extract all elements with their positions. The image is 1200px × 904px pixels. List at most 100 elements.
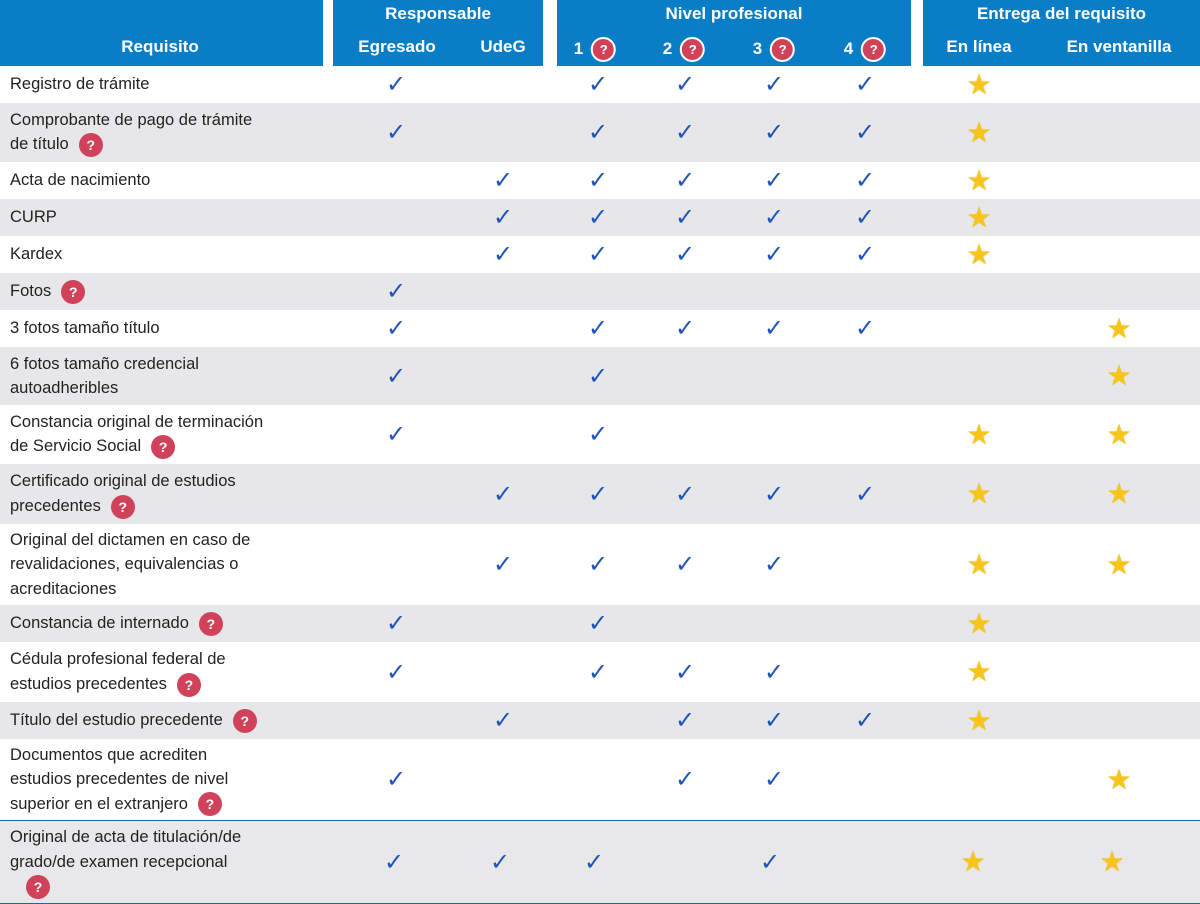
cell-en-ventanilla: ★ bbox=[1099, 524, 1139, 605]
check-icon: ✓ bbox=[385, 315, 407, 342]
cell-n2: ✓ bbox=[665, 524, 705, 605]
help-icon[interactable]: ? bbox=[61, 279, 86, 304]
star-icon: ★ bbox=[960, 846, 986, 877]
cell-n1: ✓ bbox=[578, 103, 618, 162]
requirement-label: Documentos que acrediten estudios precede… bbox=[10, 739, 330, 820]
cell-n4: ✓ bbox=[845, 162, 885, 199]
help-icon[interactable]: ? bbox=[232, 708, 257, 733]
check-icon: ✓ bbox=[492, 551, 514, 578]
help-icon[interactable]: ? bbox=[176, 672, 201, 697]
column-requisito: Requisito bbox=[121, 37, 199, 56]
table-row: Constancia de internado? ✓ ✓ ★ bbox=[0, 605, 1200, 642]
requirement-line: Título del estudio precedente? bbox=[10, 708, 257, 733]
cell-en-linea: ★ bbox=[959, 199, 999, 236]
requirement-line: superior en el extranjero? bbox=[10, 792, 228, 817]
table-row: 6 fotos tamaño credencial autoadheribles ✓… bbox=[0, 347, 1200, 405]
table-row: Documentos que acrediten estudios precede… bbox=[0, 739, 1200, 820]
cell-udeg: ✓ bbox=[483, 464, 523, 524]
cell-n3: ✓ bbox=[754, 66, 794, 103]
requirement-line: de Servicio Social? bbox=[10, 434, 263, 460]
requirement-line: Acta de nacimiento bbox=[10, 171, 151, 190]
cell-en-ventanilla: ★ bbox=[1099, 405, 1139, 464]
cell-udeg: ✓ bbox=[483, 162, 523, 199]
cell-n2: ✓ bbox=[665, 310, 705, 347]
cell-en-ventanilla: ★ bbox=[1099, 464, 1139, 524]
star-icon: ★ bbox=[966, 238, 992, 270]
cell-n4: ✓ bbox=[845, 199, 885, 236]
check-icon: ✓ bbox=[383, 848, 405, 876]
requirement-label: 6 fotos tamaño credencial autoadheribles bbox=[10, 347, 330, 405]
check-icon: ✓ bbox=[385, 658, 407, 686]
check-icon: ✓ bbox=[674, 204, 696, 231]
cell-n2: ✓ bbox=[665, 66, 705, 103]
cell-en-ventanilla: ★ bbox=[1099, 739, 1139, 820]
help-icon[interactable]: ? bbox=[26, 874, 50, 899]
check-icon: ✓ bbox=[587, 71, 609, 98]
requirement-line: 3 fotos tamaño título bbox=[10, 319, 160, 338]
table-row: Cédula profesional federal de estudios pr… bbox=[0, 642, 1200, 702]
cell-n1: ✓ bbox=[574, 821, 614, 903]
check-icon: ✓ bbox=[587, 362, 609, 390]
requirement-text: Título del estudio precedente? bbox=[10, 708, 257, 733]
check-icon: ✓ bbox=[674, 658, 696, 686]
help-icon[interactable]: ? bbox=[197, 792, 222, 817]
cell-en-ventanilla: ★ bbox=[1099, 347, 1139, 405]
cell-n2: ✓ bbox=[665, 199, 705, 236]
requirement-text: Documentos que acrediten estudios precede… bbox=[10, 743, 228, 817]
requirement-line: 6 fotos tamaño credencial bbox=[10, 354, 199, 373]
table-row: Título del estudio precedente? ✓ ✓ ✓ ✓ ★ bbox=[0, 702, 1200, 739]
check-icon: ✓ bbox=[587, 204, 609, 231]
help-icon[interactable]: ? bbox=[151, 435, 176, 460]
cell-udeg: ✓ bbox=[480, 821, 520, 903]
check-icon: ✓ bbox=[385, 766, 407, 793]
check-icon: ✓ bbox=[763, 707, 785, 734]
requirement-line: acreditaciones bbox=[10, 579, 117, 598]
cell-en-linea: ★ bbox=[959, 702, 999, 739]
check-icon: ✓ bbox=[587, 421, 609, 448]
requirement-label: Kardex bbox=[10, 236, 330, 273]
cell-n4: ✓ bbox=[845, 66, 885, 103]
requirement-label: Registro de trámite bbox=[10, 66, 330, 103]
group-responsable-label: Responsable bbox=[385, 4, 491, 23]
check-icon: ✓ bbox=[674, 315, 696, 342]
cell-n4: ✓ bbox=[845, 236, 885, 273]
requirement-label: Título del estudio precedente? bbox=[10, 702, 330, 739]
nivel-4-help-icon[interactable]: ? bbox=[861, 37, 887, 62]
check-icon: ✓ bbox=[587, 551, 609, 578]
check-icon: ✓ bbox=[763, 551, 785, 578]
check-icon: ✓ bbox=[385, 362, 407, 390]
cell-n2: ✓ bbox=[665, 464, 705, 524]
check-icon: ✓ bbox=[385, 71, 407, 98]
column-nivel-2-label: 2 bbox=[662, 38, 673, 58]
table-row: CURP ✓ ✓ ✓ ✓ ✓ ★ bbox=[0, 199, 1200, 236]
cell-n3: ✓ bbox=[754, 524, 794, 605]
check-icon: ✓ bbox=[489, 848, 511, 876]
requirement-label: 3 fotos tamaño título bbox=[10, 310, 330, 347]
nivel-1-help-icon[interactable]: ? bbox=[591, 37, 617, 62]
check-icon: ✓ bbox=[674, 480, 696, 508]
requirement-line: estudios precedentes? bbox=[10, 672, 226, 697]
cell-udeg: ✓ bbox=[483, 236, 523, 273]
star-icon: ★ bbox=[966, 116, 992, 148]
requirement-text: Registro de trámite bbox=[10, 72, 149, 97]
help-icon[interactable]: ? bbox=[110, 494, 135, 519]
check-icon: ✓ bbox=[587, 315, 609, 342]
cell-en-ventanilla: ★ bbox=[1099, 310, 1139, 347]
cell-en-linea: ★ bbox=[959, 405, 999, 464]
requirement-line: Comprobante de pago de trámite bbox=[10, 110, 253, 129]
cell-n4: ✓ bbox=[845, 103, 885, 162]
cell-n3: ✓ bbox=[754, 310, 794, 347]
requirement-line: grado/de examen recepcional bbox=[10, 852, 228, 871]
requirement-line: Cédula profesional federal de bbox=[10, 650, 226, 669]
check-icon: ✓ bbox=[763, 167, 785, 194]
check-icon: ✓ bbox=[854, 204, 876, 231]
help-icon[interactable]: ? bbox=[198, 611, 223, 636]
star-icon: ★ bbox=[966, 478, 992, 509]
table-row: Certificado original de estudios preceden… bbox=[0, 464, 1200, 524]
nivel-2-help-icon[interactable]: ? bbox=[680, 37, 706, 62]
nivel-3-help-icon[interactable]: ? bbox=[770, 37, 796, 62]
check-icon: ✓ bbox=[587, 658, 609, 686]
cell-n3: ✓ bbox=[754, 702, 794, 739]
column-egresado: Egresado bbox=[358, 37, 436, 56]
help-icon[interactable]: ? bbox=[78, 133, 103, 158]
